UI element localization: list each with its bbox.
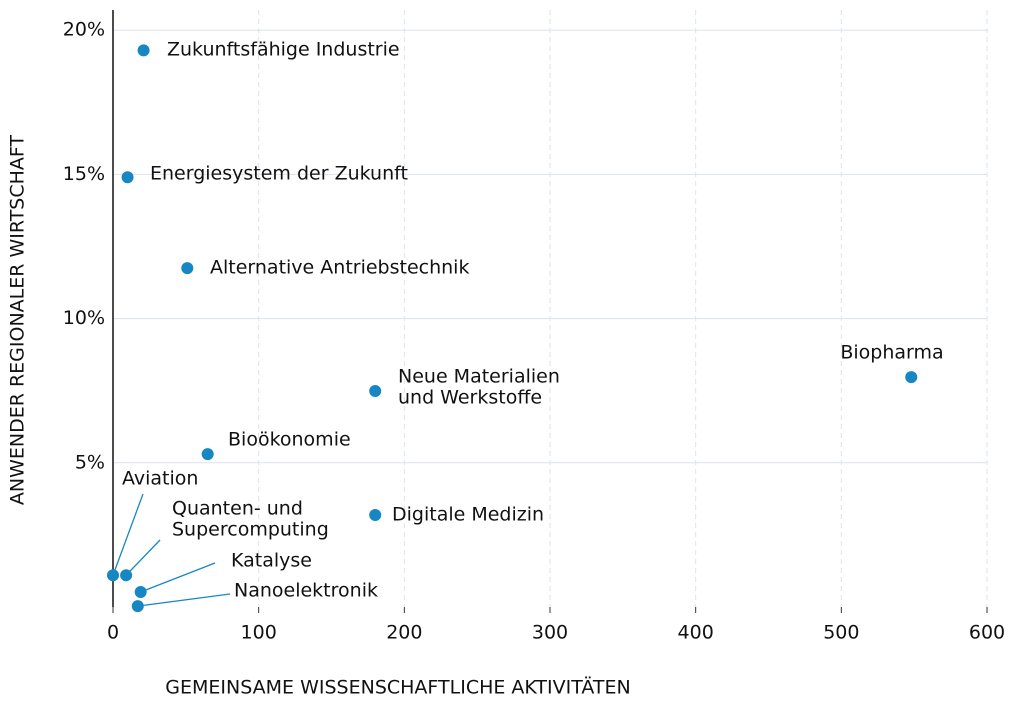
point-label: Quanten- und [172,498,303,520]
point-label: Nanoelektronik [234,580,378,602]
point [131,600,144,613]
y-tick-label: 20% [63,19,105,41]
point [181,262,194,275]
x-tick-label: 100 [241,622,277,644]
point-label: Alternative Antriebstechnik [210,257,469,279]
x-tick-label: 400 [678,622,714,644]
point [905,371,918,384]
y-tick-label: 10% [63,307,105,329]
y-tick-label: 15% [63,163,105,185]
x-tick-label: 600 [969,622,1005,644]
point-label: Bioökonomie [228,429,351,451]
point-label: Digitale Medizin [392,504,544,526]
leader-line [140,562,216,593]
x-axis-title: GEMEINSAME WISSENSCHAFTLICHE AKTIVITÄTEN [165,676,630,699]
point [121,171,134,184]
point [120,569,133,582]
point-label: Katalyse [231,550,312,572]
y-axis-title: ANWENDER REGIONALER WIRTSCHAFT [7,134,29,505]
leader-line [137,593,231,607]
point-label: Supercomputing [172,519,329,541]
point-label: Aviation [122,468,198,490]
point [369,384,382,397]
point [134,586,147,599]
leader-line [112,493,144,576]
x-tick-label: 0 [107,622,119,644]
point-label: Biopharma [840,342,943,364]
x-tick-label: 500 [823,622,859,644]
point-label: Zukunftsfähige Industrie [167,39,400,61]
point [107,569,119,582]
x-tick-label: 200 [386,622,422,644]
x-tick-label: 300 [532,622,568,644]
point-label: Energiesystem der Zukunft [150,163,408,185]
point [201,448,214,461]
y-tick-label: 5% [75,451,105,473]
point-label: und Werkstoffe [398,387,542,409]
point-label: Neue Materialien [398,366,560,388]
point [137,44,150,57]
leader-line [125,539,161,576]
point [369,508,382,521]
